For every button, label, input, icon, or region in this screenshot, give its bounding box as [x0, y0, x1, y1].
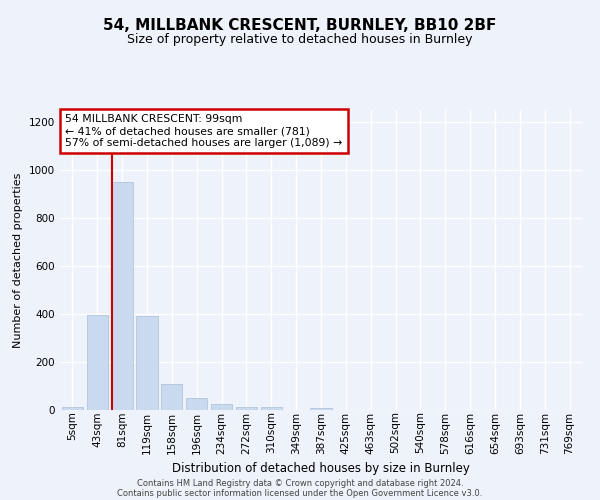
- Bar: [112, 182, 133, 410]
- Bar: [310, 408, 332, 410]
- Bar: [62, 407, 83, 410]
- Text: 54 MILLBANK CRESCENT: 99sqm
← 41% of detached houses are smaller (781)
57% of se: 54 MILLBANK CRESCENT: 99sqm ← 41% of det…: [65, 114, 343, 148]
- Text: Contains public sector information licensed under the Open Government Licence v3: Contains public sector information licen…: [118, 488, 482, 498]
- Bar: [136, 316, 158, 410]
- Bar: [261, 407, 282, 410]
- Text: 54, MILLBANK CRESCENT, BURNLEY, BB10 2BF: 54, MILLBANK CRESCENT, BURNLEY, BB10 2BF: [103, 18, 497, 32]
- Text: Size of property relative to detached houses in Burnley: Size of property relative to detached ho…: [127, 32, 473, 46]
- Bar: [161, 384, 182, 410]
- Bar: [236, 407, 257, 410]
- Bar: [186, 398, 207, 410]
- Text: Contains HM Land Registry data © Crown copyright and database right 2024.: Contains HM Land Registry data © Crown c…: [137, 478, 463, 488]
- Bar: [87, 315, 108, 410]
- Y-axis label: Number of detached properties: Number of detached properties: [13, 172, 23, 348]
- X-axis label: Distribution of detached houses by size in Burnley: Distribution of detached houses by size …: [172, 462, 470, 475]
- Bar: [211, 404, 232, 410]
